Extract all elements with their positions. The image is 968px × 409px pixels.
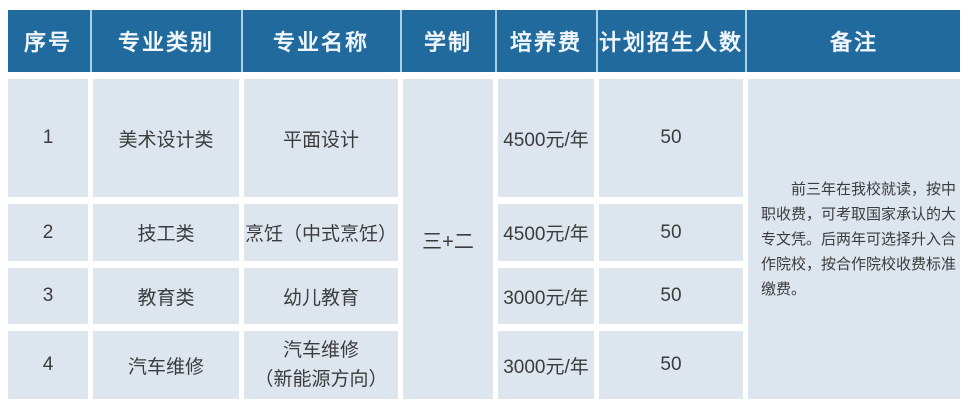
enrollment-table: 序号 专业类别 专业名称 学制 培养费 计划招生人数 备注 1 美术设计类 平面… bbox=[8, 10, 960, 399]
row4-major-two-lines: 汽车维修 （新能源方向） bbox=[254, 336, 387, 394]
remark-line: 职收费，可考取国家承认的大 bbox=[761, 205, 957, 223]
header-divider bbox=[744, 10, 747, 72]
row2-category-cell: 技工类 bbox=[93, 204, 239, 261]
row4-index-cell: 4 bbox=[8, 331, 88, 399]
row3-index-cell: 3 bbox=[8, 268, 88, 324]
col-header-tuition: 培养费 bbox=[509, 30, 582, 55]
row1-index-cell: 1 bbox=[8, 79, 88, 197]
col-header-category: 专业类别 bbox=[117, 30, 214, 55]
row2-quota-cell: 50 bbox=[599, 204, 743, 261]
row4-quota-cell: 50 bbox=[599, 331, 743, 399]
row1-fee-cell: 4500元/年 bbox=[498, 79, 594, 197]
row2-index-cell: 2 bbox=[8, 204, 88, 261]
row3-major-cell: 幼儿教育 bbox=[244, 268, 398, 324]
remark-line: 缴费。 bbox=[761, 280, 807, 298]
remarks-merged-cell: 前三年在我校就读，按中 职收费，可考取国家承认的大 专文凭。后两年可选择升入合 … bbox=[748, 79, 960, 399]
table-header-grid: 序号 专业类别 专业名称 学制 培养费 计划招生人数 备注 bbox=[8, 10, 960, 72]
row4-category-cell: 汽车维修 bbox=[93, 331, 239, 399]
header-divider bbox=[494, 10, 497, 72]
row2-major-cell: 烹饪（中式烹饪） bbox=[244, 204, 398, 261]
header-divider bbox=[240, 10, 243, 72]
row4-major-line2: （新能源方向） bbox=[254, 369, 388, 390]
col-header-major: 专业名称 bbox=[272, 30, 369, 55]
row1-major-cell: 平面设计 bbox=[244, 79, 398, 197]
row1-category-cell: 美术设计类 bbox=[93, 79, 239, 197]
col-header-remarks: 备注 bbox=[829, 30, 878, 55]
remark-line: 前三年在我校就读，按中 bbox=[791, 180, 957, 198]
col-header-quota: 计划招生人数 bbox=[599, 30, 744, 55]
row3-category-cell: 教育类 bbox=[93, 268, 239, 324]
row4-major-line1: 汽车维修 bbox=[282, 340, 359, 361]
header-divider bbox=[595, 10, 598, 72]
col-header-duration: 学制 bbox=[423, 30, 472, 55]
row2-fee-cell: 4500元/年 bbox=[498, 204, 594, 261]
row3-fee-cell: 3000元/年 bbox=[498, 268, 594, 324]
row4-major-cell: 汽车维修 （新能源方向） bbox=[244, 331, 398, 399]
header-divider bbox=[399, 10, 402, 72]
col-header-index: 序号 bbox=[23, 30, 72, 55]
duration-merged-cell: 三+二 bbox=[403, 79, 493, 399]
remark-line: 专文凭。后两年可选择升入合 bbox=[761, 230, 957, 248]
row3-quota-cell: 50 bbox=[599, 268, 743, 324]
table-header-row: 序号 专业类别 专业名称 学制 培养费 计划招生人数 备注 bbox=[8, 10, 960, 72]
header-divider bbox=[89, 10, 92, 72]
row1-quota-cell: 50 bbox=[599, 79, 743, 197]
remark-line: 作院校，按合作院校收费标准 bbox=[761, 255, 957, 273]
row4-fee-cell: 3000元/年 bbox=[498, 331, 594, 399]
